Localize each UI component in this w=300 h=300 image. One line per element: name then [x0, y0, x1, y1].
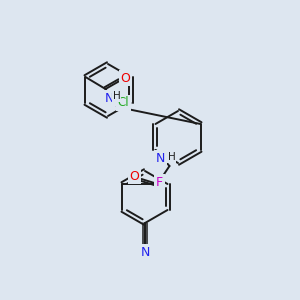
Text: O: O	[121, 71, 130, 85]
Text: N: N	[105, 92, 114, 104]
Text: H: H	[168, 152, 176, 162]
Text: H: H	[112, 91, 120, 101]
Text: O: O	[130, 169, 140, 182]
Text: N: N	[140, 245, 150, 259]
Text: N: N	[156, 152, 165, 164]
Text: Cl: Cl	[118, 97, 129, 110]
Text: F: F	[156, 176, 163, 188]
